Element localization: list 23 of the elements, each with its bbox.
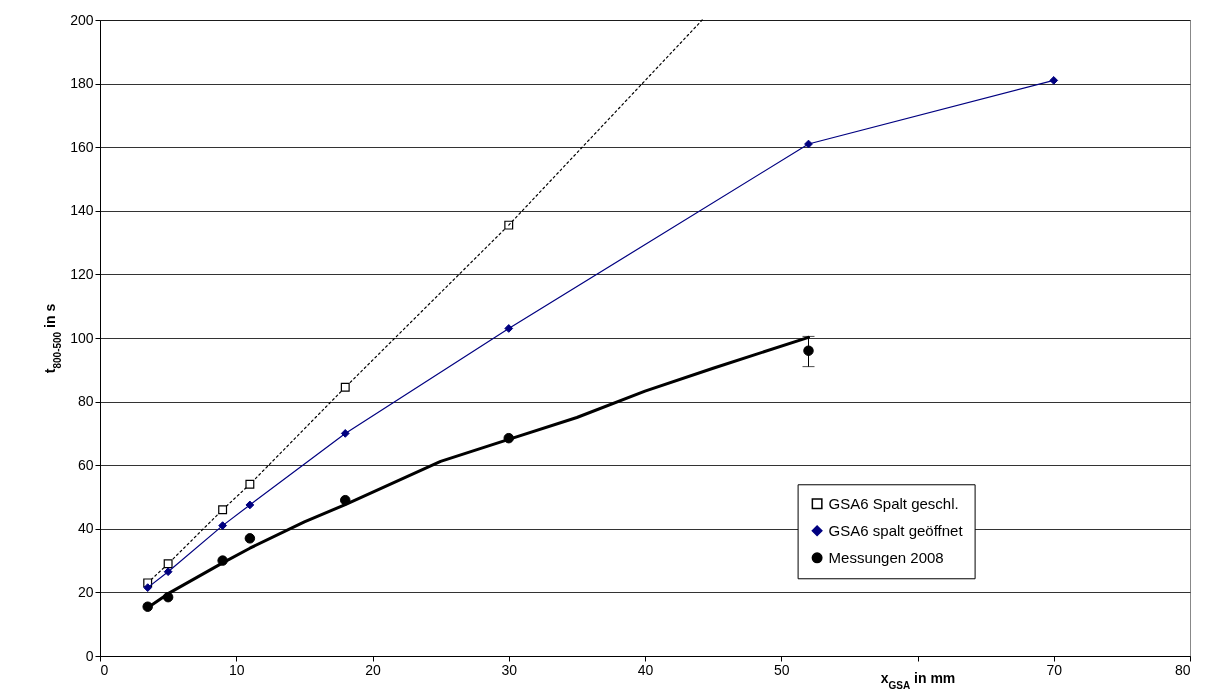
legend-label: Messungen 2008 <box>828 548 944 566</box>
y-tick-label: 20 <box>77 583 94 600</box>
x-tick-label: 80 <box>1174 661 1191 678</box>
y-tick-label: 40 <box>77 520 94 537</box>
y-tick-label: 200 <box>70 11 94 28</box>
y-tick-label: 100 <box>70 329 94 346</box>
y-tick-label: 0 <box>85 647 94 664</box>
x-tick-label: 40 <box>637 661 654 678</box>
y-tick-label: 60 <box>77 456 94 473</box>
x-tick-label: 10 <box>228 661 245 678</box>
x-tick-label: 70 <box>1046 661 1063 678</box>
y-tick-label: 120 <box>70 265 94 282</box>
y-tick-label: 80 <box>77 393 94 410</box>
y-tick-label: 180 <box>70 75 94 92</box>
x-tick-label: 0 <box>100 661 109 678</box>
y-tick-label: 140 <box>70 202 94 219</box>
legend-label: GSA6 spalt geöffnet <box>828 521 964 539</box>
legend-label: GSA6 Spalt geschl. <box>828 494 959 512</box>
y-tick-label: 160 <box>70 138 94 155</box>
x-tick-label: 30 <box>501 661 518 678</box>
x-axis-title: x$_{GSA}$ in mm <box>880 669 956 690</box>
x-tick-label: 50 <box>773 661 790 678</box>
x-tick-label: 20 <box>365 661 381 678</box>
